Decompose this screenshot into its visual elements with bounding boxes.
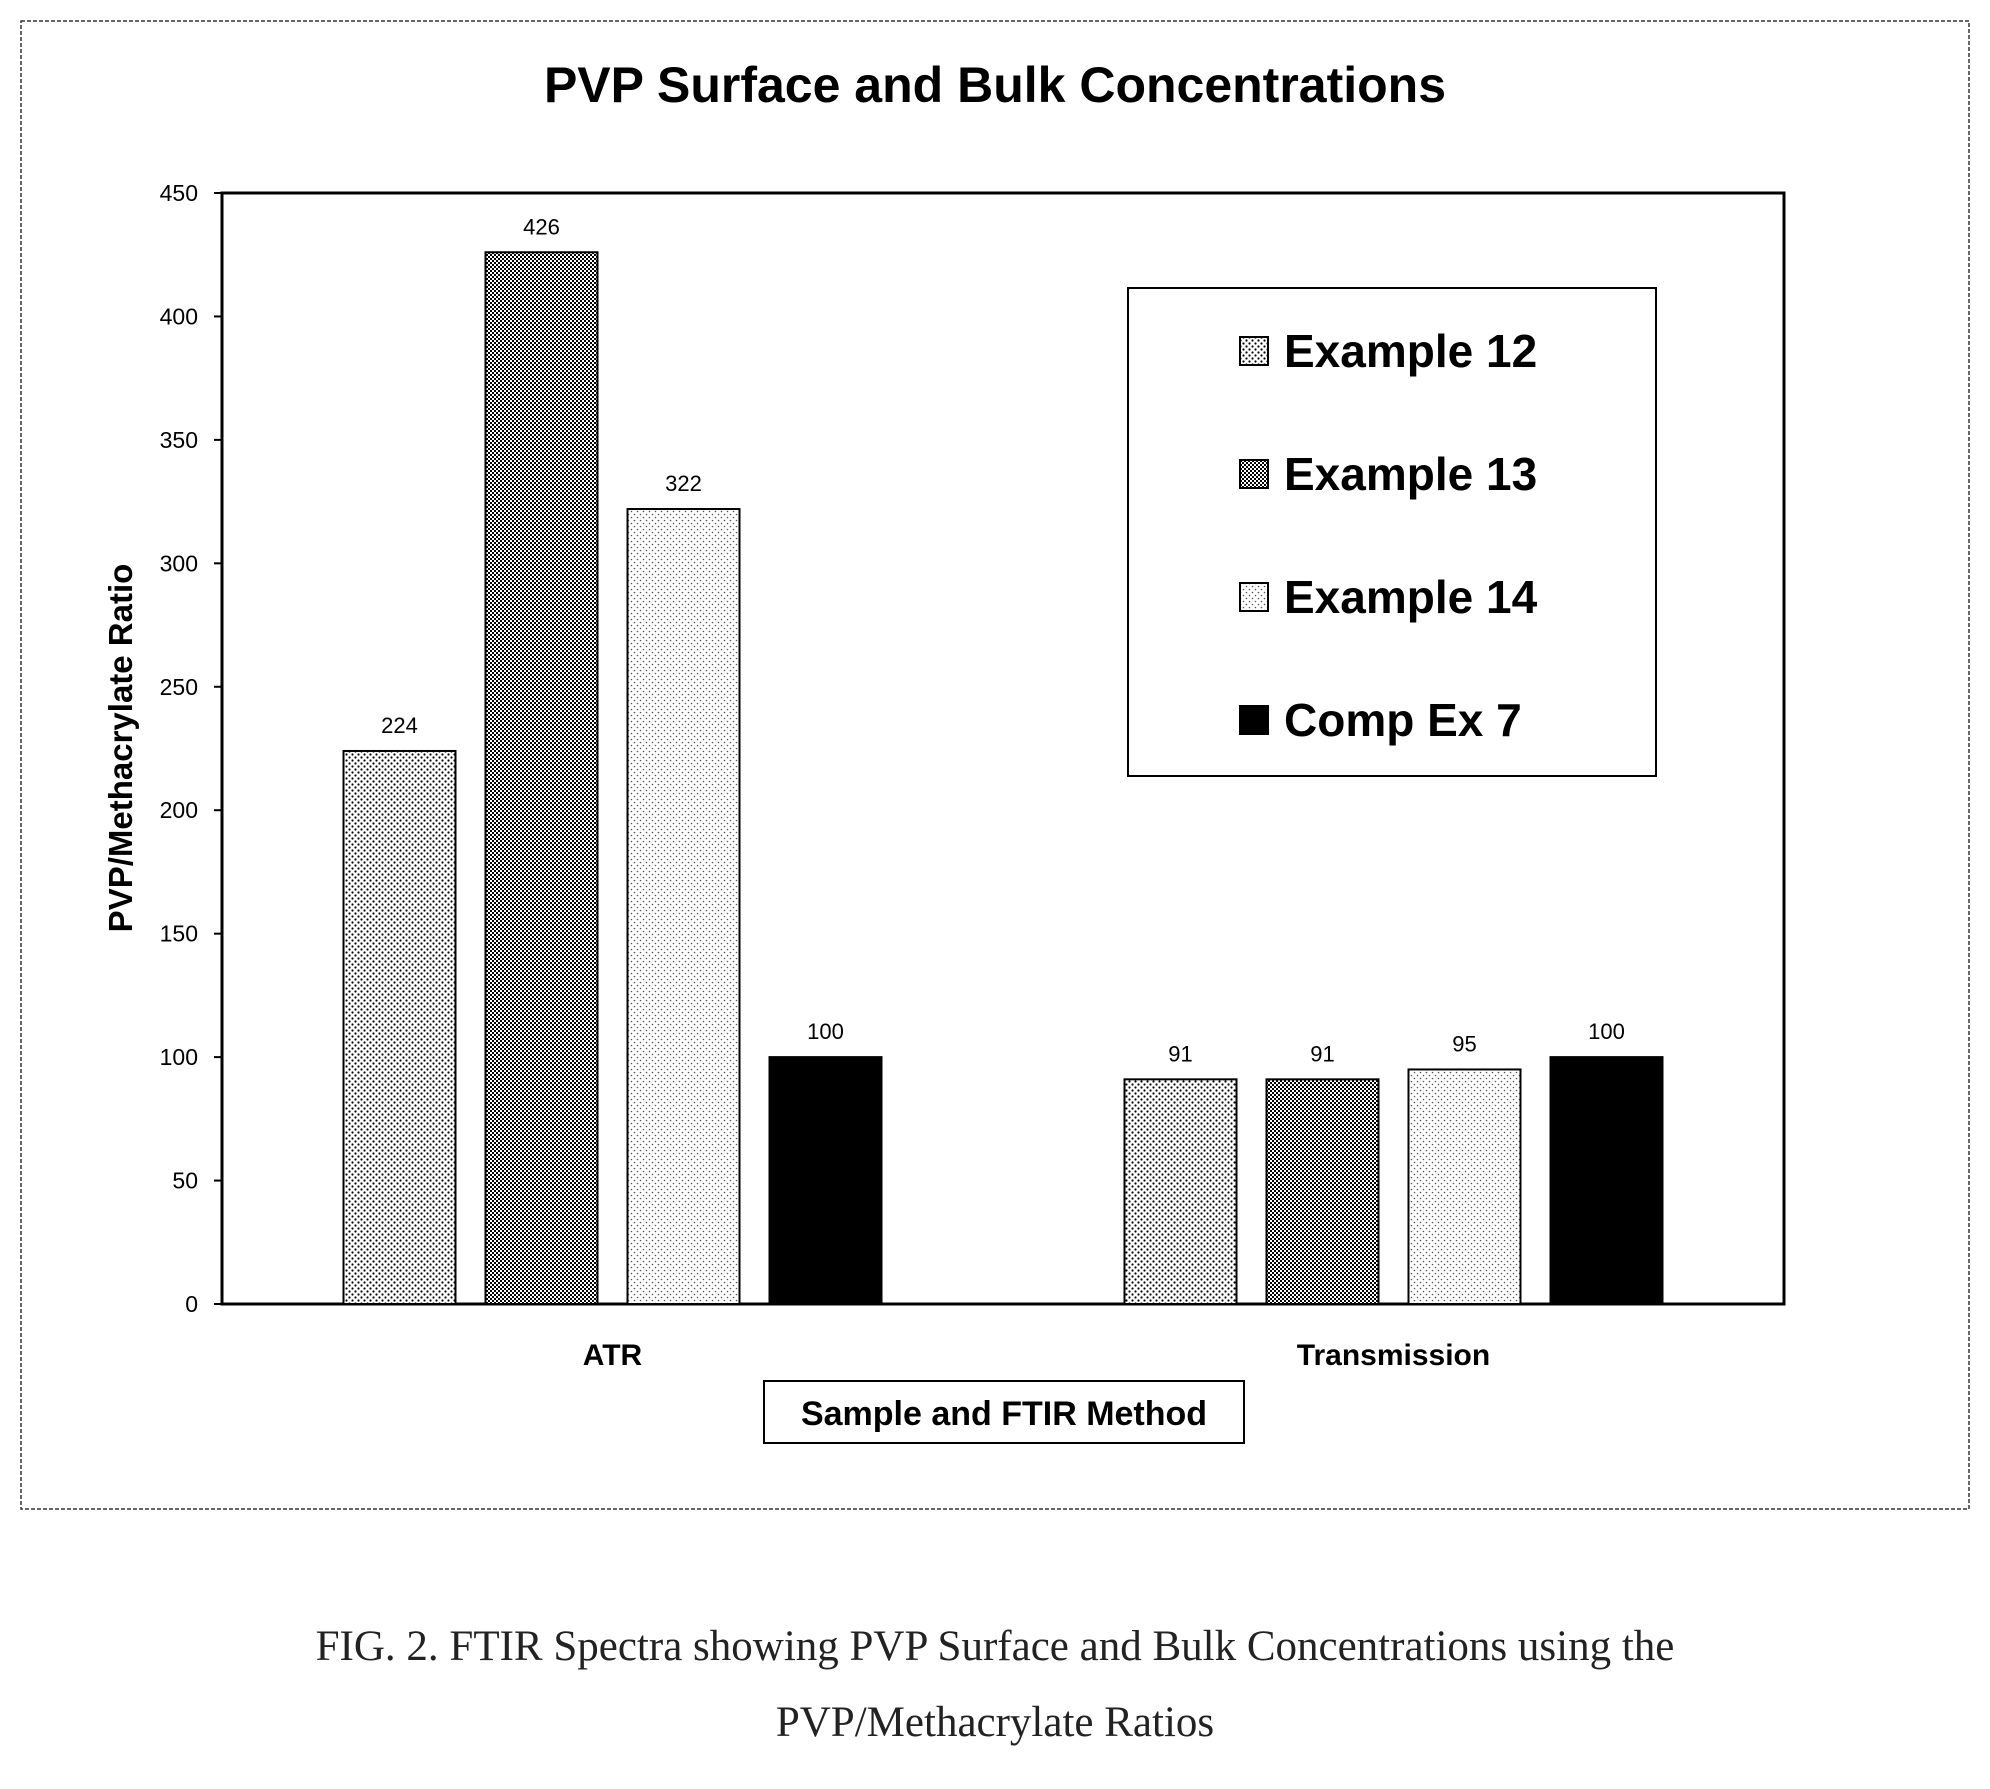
y-tick-label: 0 — [185, 1291, 198, 1317]
data-label: 224 — [381, 713, 418, 738]
x-axis-categories: ATR Transmission — [583, 1339, 1490, 1372]
y-tick-label: 400 — [160, 303, 198, 329]
legend-swatch — [1239, 336, 1269, 366]
legend-label: Comp Ex 7 — [1284, 694, 1522, 746]
bars — [342, 251, 1664, 1306]
chart-title: PVP Surface and Bulk Concentrations — [544, 57, 1446, 113]
chart-frame — [20, 20, 1970, 1510]
legend-label: Example 14 — [1284, 571, 1538, 623]
legend-swatch — [1239, 582, 1269, 612]
data-label: 91 — [1310, 1041, 1334, 1066]
legend-label: Example 13 — [1284, 448, 1537, 500]
x-axis-label: Sample and FTIR Method — [801, 1395, 1207, 1433]
bar-example-14-atr — [626, 508, 741, 1306]
y-axis-label: PVP/Methacrylate Ratio — [102, 564, 139, 933]
figure-caption-line-1: FIG. 2. FTIR Spectra showing PVP Surface… — [315, 1623, 1675, 1670]
bar-example-12-atr — [342, 749, 457, 1305]
data-label: 95 — [1452, 1031, 1476, 1056]
legend-label: Example 12 — [1284, 325, 1537, 377]
data-label: 322 — [665, 471, 702, 496]
x-category-label: Transmission — [1297, 1339, 1490, 1372]
figure-caption-line-2: PVP/Methacrylate Ratios — [775, 1699, 1215, 1746]
y-tick-label: 450 — [160, 180, 198, 206]
y-tick-label: 100 — [160, 1044, 198, 1070]
legend-swatch — [1239, 459, 1269, 489]
x-category-label: ATR — [583, 1339, 643, 1372]
y-tick-label: 250 — [160, 674, 198, 700]
y-tick-label: 150 — [160, 921, 198, 947]
y-tick-label: 50 — [172, 1168, 198, 1194]
y-tick-label: 300 — [160, 550, 198, 576]
bar-example-13-atr — [484, 251, 599, 1306]
data-label: 100 — [1588, 1019, 1625, 1044]
bar-comp-ex-7-transmission — [1549, 1056, 1664, 1305]
bar-example-14-transmission — [1407, 1068, 1522, 1306]
data-label: 100 — [807, 1019, 844, 1044]
bar-comp-ex-7-atr — [768, 1056, 883, 1305]
y-tick-label: 350 — [160, 427, 198, 453]
legend-swatch — [1239, 705, 1269, 735]
y-tick-label: 200 — [160, 797, 198, 823]
legend-box — [1127, 287, 1657, 777]
data-label: 91 — [1168, 1041, 1192, 1066]
y-axis: 0 50 100 150 200 250 300 350 400 450 — [160, 180, 222, 1317]
x-axis-label-box — [763, 1380, 1245, 1444]
data-label: 426 — [523, 214, 560, 239]
bar-example-13-transmission — [1265, 1078, 1380, 1305]
legend: Example 12 Example 13 Example 14 Comp Ex 7 — [1239, 325, 1538, 746]
bar-example-12-transmission — [1123, 1078, 1238, 1305]
data-labels: 224 426 322 100 91 91 95 100 — [381, 214, 1625, 1066]
plot-area — [220, 191, 1786, 1306]
